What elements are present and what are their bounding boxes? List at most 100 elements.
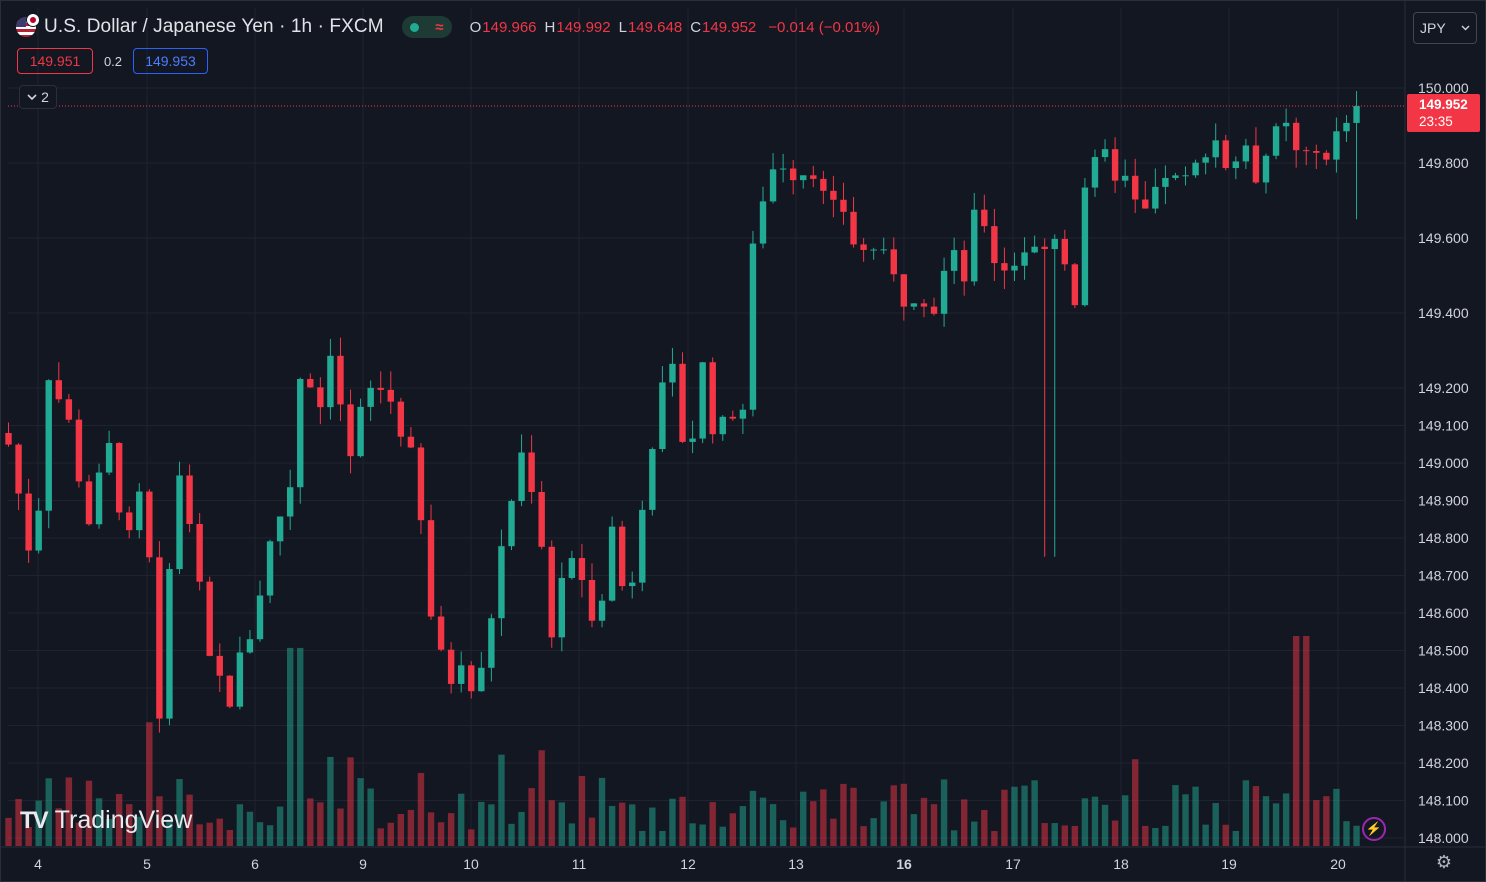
candle-body (699, 362, 706, 439)
candle-body (739, 409, 747, 419)
volume-bar (417, 772, 425, 846)
lightning-icon[interactable]: ⚡ (1362, 817, 1386, 841)
y-tick-label: 148.100 (1418, 793, 1469, 809)
high-label: H (544, 18, 556, 36)
volume-bar (337, 808, 344, 846)
volume-bar (1292, 636, 1300, 846)
candle-body (488, 618, 495, 668)
volume-bar (618, 802, 626, 846)
candle-body (166, 569, 173, 719)
volume-bar (266, 825, 274, 846)
data-wave-icon: ≈ (435, 18, 444, 36)
chevron-down-icon (27, 93, 37, 100)
candle-body (618, 526, 626, 587)
volume-bar (1011, 786, 1018, 846)
candle-body (961, 250, 968, 282)
market-status-pill[interactable]: ≈ (401, 16, 452, 38)
candle-body (810, 175, 817, 179)
candle-body (337, 355, 344, 405)
volume-bar (971, 821, 978, 846)
volume-bar (1132, 759, 1139, 846)
last-price-label: 149.952 23:35 (1407, 94, 1480, 132)
candle-body (588, 579, 596, 621)
y-tick-label: 149.200 (1418, 380, 1469, 396)
volume-bar (639, 830, 646, 846)
candle-body (1202, 157, 1209, 163)
volume-bar (468, 829, 475, 846)
candle-body (226, 675, 234, 707)
volume-bar (136, 816, 143, 846)
candle-body (508, 500, 515, 547)
volume-bar (1282, 793, 1290, 846)
indicators-count: 2 (41, 89, 49, 105)
settings-gear-icon[interactable]: ⚙ (1435, 851, 1453, 872)
candle-body (890, 249, 897, 275)
close-value: 149.952 (702, 18, 757, 36)
volume-bar (880, 801, 887, 846)
volume-bar (45, 778, 52, 846)
volume-bar (629, 804, 636, 846)
candle-body (407, 436, 415, 448)
volume-bar (176, 779, 183, 846)
volume-bar (1343, 821, 1350, 846)
volume-bar (1323, 796, 1330, 846)
volume-bar (840, 783, 847, 846)
candle-body (266, 541, 274, 596)
volume-bar (347, 757, 354, 846)
candle-body (437, 616, 445, 650)
currency-select[interactable]: JPY (1413, 12, 1477, 44)
volume-bar (659, 830, 666, 846)
volume-bar (367, 788, 374, 846)
buy-button[interactable]: 149.953 (133, 48, 208, 74)
volume-bar (961, 799, 968, 846)
y-tick-label: 149.000 (1418, 455, 1469, 471)
candle-body (669, 363, 676, 383)
candle-body (538, 491, 545, 547)
volume-bar (1182, 794, 1189, 846)
indicators-toggle-button[interactable]: 2 (19, 85, 57, 109)
volume-bar (105, 818, 113, 846)
tradingview-mark-icon: TV (20, 806, 49, 834)
volume-bar (1353, 825, 1360, 846)
candle-body (146, 491, 153, 558)
volume-bar (377, 828, 384, 846)
volume-bar (950, 830, 958, 846)
symbol-title[interactable]: U.S. Dollar / Japanese Yen · 1h · FXCM (44, 16, 384, 37)
candle-body (447, 649, 455, 684)
volume-bar (669, 798, 676, 846)
candle-body (749, 243, 757, 410)
candle-body (779, 168, 787, 170)
volume-bar (75, 822, 83, 846)
volume-bar (759, 797, 767, 846)
sell-button[interactable]: 149.951 (17, 48, 93, 74)
volume-bar (830, 818, 837, 846)
volume-bar (307, 798, 314, 846)
candle-body (729, 416, 737, 419)
y-tick-label: 148.800 (1418, 530, 1469, 546)
candle-body (629, 582, 636, 587)
candle-body (1262, 155, 1270, 183)
candle-body (1252, 145, 1260, 183)
volume-bar (286, 647, 294, 846)
x-tick-label: 16 (896, 856, 912, 872)
y-tick-label: 150.000 (1418, 80, 1469, 96)
volume-bar (598, 777, 606, 846)
volume-bar (578, 776, 586, 846)
candle-body (468, 665, 475, 692)
candle-body (347, 404, 354, 457)
candle-body (1021, 252, 1028, 266)
candle-body (548, 546, 555, 638)
candle-body (115, 443, 123, 513)
volume-bar (276, 806, 284, 846)
volume-bar (739, 806, 747, 846)
candle-body (950, 250, 958, 271)
volume-bar (568, 823, 576, 846)
candle-body (830, 190, 837, 200)
candle-body (1041, 246, 1048, 250)
x-tick-label: 18 (1113, 856, 1129, 872)
tradingview-logo[interactable]: TV TradingView (20, 806, 192, 835)
volume-bar (558, 802, 565, 846)
x-tick-label: 13 (788, 856, 804, 872)
x-tick-label: 20 (1330, 856, 1346, 872)
